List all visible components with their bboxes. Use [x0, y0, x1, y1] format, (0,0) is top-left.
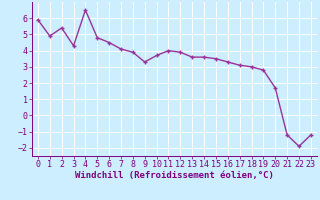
X-axis label: Windchill (Refroidissement éolien,°C): Windchill (Refroidissement éolien,°C) — [75, 171, 274, 180]
